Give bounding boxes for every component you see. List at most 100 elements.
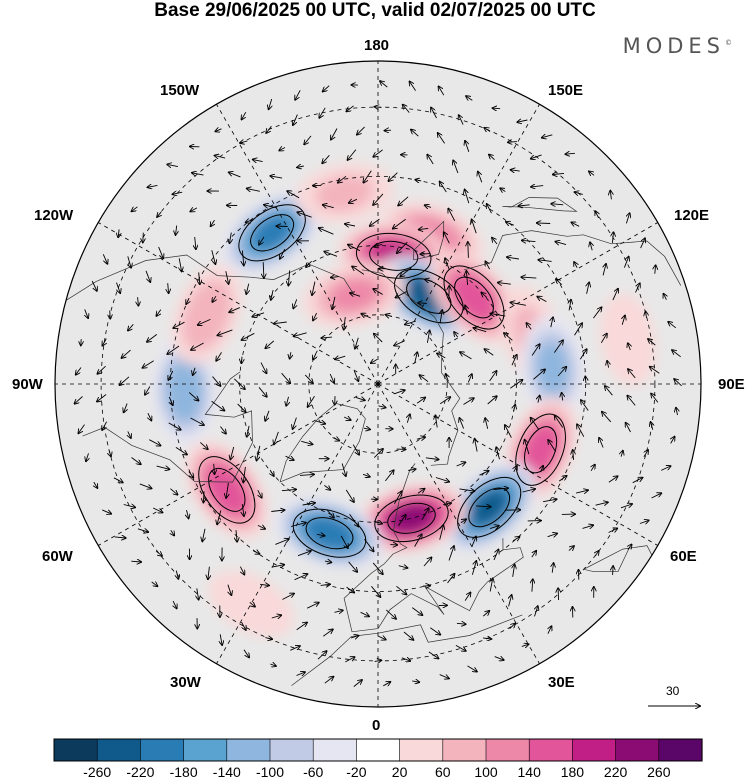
wind-vector-arrow: [355, 397, 365, 400]
wind-vector-arrow: [532, 551, 536, 558]
wind-vector-arrow: [364, 538, 374, 551]
wind-vector-arrow: [475, 439, 478, 452]
wind-vector-arrow: [287, 191, 300, 199]
wind-vector-arrow: [456, 462, 466, 466]
wind-vector-arrow: [302, 503, 315, 505]
wind-vector-arrow: [547, 534, 558, 537]
meridian-line: [98, 222, 379, 385]
colorbar-swatch: [528, 738, 574, 762]
wind-vector-arrow: [168, 370, 174, 380]
wind-vector-arrow: [412, 607, 422, 616]
wind-vector-arrow: [398, 196, 409, 206]
wind-vector-arrow: [380, 81, 388, 88]
wind-vector-arrow: [626, 213, 629, 224]
wind-vector-arrow: [188, 471, 194, 478]
wind-vector-arrow: [509, 595, 512, 607]
wind-vector-arrow: [664, 294, 667, 300]
wind-vector-arrow: [468, 242, 469, 258]
wind-vector-arrow: [468, 374, 472, 383]
wind-vector-arrow: [485, 418, 488, 429]
wind-vector-arrow: [416, 437, 425, 439]
colorbar-swatch: [615, 738, 660, 762]
wind-vector-arrow: [518, 205, 530, 206]
wind-vector-arrow: [508, 142, 517, 143]
wind-vector-arrow: [541, 466, 543, 473]
wind-vector-arrow: [128, 324, 134, 330]
wind-vector-arrow: [612, 289, 618, 301]
wind-vector-arrow: [507, 257, 519, 259]
wind-vector-arrow: [131, 457, 141, 465]
wind-vector-arrow: [118, 229, 119, 237]
wind-vector-arrow: [439, 674, 449, 679]
lon-label-120w: 120W: [34, 207, 74, 224]
wind-vector-arrow: [323, 85, 330, 92]
wind-vector-arrow: [241, 621, 246, 630]
wind-vector-arrow: [435, 477, 449, 482]
wind-vector-arrow: [423, 557, 432, 567]
wind-vector-arrow: [521, 277, 537, 278]
wind-vector-arrow: [374, 660, 382, 661]
wind-vector-arrow: [542, 135, 553, 138]
wind-vector-arrow: [199, 272, 200, 284]
colorbar-tick-label: -260: [83, 764, 112, 780]
wind-vector-arrow: [587, 283, 590, 294]
wind-vector-arrow: [674, 379, 682, 387]
wind-vector-arrow: [548, 440, 557, 452]
wind-vector-arrow: [371, 359, 378, 363]
wind-vector-arrow: [371, 586, 380, 597]
wind-vector-arrow: [241, 356, 242, 364]
wind-vector-arrow: [294, 574, 308, 581]
colorbar-tick-label: 220: [603, 764, 628, 780]
colorbar-swatch: [658, 738, 703, 762]
wind-vector-arrow: [651, 493, 662, 499]
wind-vector-arrow: [525, 440, 530, 455]
wind-vector-arrow: [179, 258, 181, 271]
wind-vector-arrow: [506, 222, 514, 225]
wind-vector-arrow: [257, 525, 265, 529]
wind-vector-arrow: [661, 466, 670, 471]
lon-label-90e: 90E: [718, 376, 745, 393]
wind-vector-arrow: [243, 649, 249, 658]
wind-vector-arrow: [421, 508, 429, 521]
wind-vector-arrow: [270, 469, 274, 476]
wind-vector-arrow: [75, 396, 83, 404]
wind-vector-arrow: [500, 188, 506, 191]
wind-vector-arrow: [394, 491, 401, 505]
brand-mark: ©: [725, 39, 732, 47]
wind-vector-arrow: [195, 236, 196, 249]
wind-vector-arrow: [348, 561, 358, 572]
anomaly-contour: [390, 504, 433, 532]
latitude-circle: [169, 175, 587, 593]
wind-vector-arrow: [589, 171, 595, 175]
wind-vector-arrow: [416, 398, 425, 404]
wind-vector-arrow: [246, 220, 254, 223]
wind-vector-arrow: [575, 192, 583, 194]
wind-vector-arrow: [421, 254, 431, 255]
wind-vector-arrow: [323, 205, 334, 208]
wind-vector-arrow: [290, 523, 306, 527]
wind-vector-arrow: [296, 623, 307, 631]
wind-vector-arrow: [575, 490, 588, 493]
wind-vector-arrow: [415, 180, 422, 181]
wind-vector-arrow: [211, 400, 225, 410]
wind-vector-arrow: [511, 170, 520, 171]
wind-vector-arrow: [479, 471, 489, 476]
wind-vector-arrow: [493, 550, 499, 561]
wind-vector-arrow: [394, 340, 405, 346]
wind-vector-arrow: [102, 421, 107, 430]
wind-vector-arrow: [373, 149, 383, 157]
wind-vector-arrow: [400, 267, 412, 277]
wind-vector-arrow: [86, 453, 89, 461]
wind-vector-arrow: [465, 190, 470, 204]
wind-vector-arrow: [240, 566, 244, 575]
wind-vector-arrow: [375, 107, 382, 108]
meridian-line: [216, 383, 379, 664]
wind-vector-arrow: [271, 289, 273, 300]
wind-vector-arrow: [651, 394, 659, 403]
wind-vector-arrow: [216, 352, 222, 360]
wind-vector-arrow: [590, 242, 592, 251]
wind-vector-arrow: [373, 449, 383, 458]
wind-vector-arrow: [460, 352, 472, 360]
wind-vector-arrow: [202, 528, 205, 542]
wind-vector-arrow: [271, 615, 282, 618]
